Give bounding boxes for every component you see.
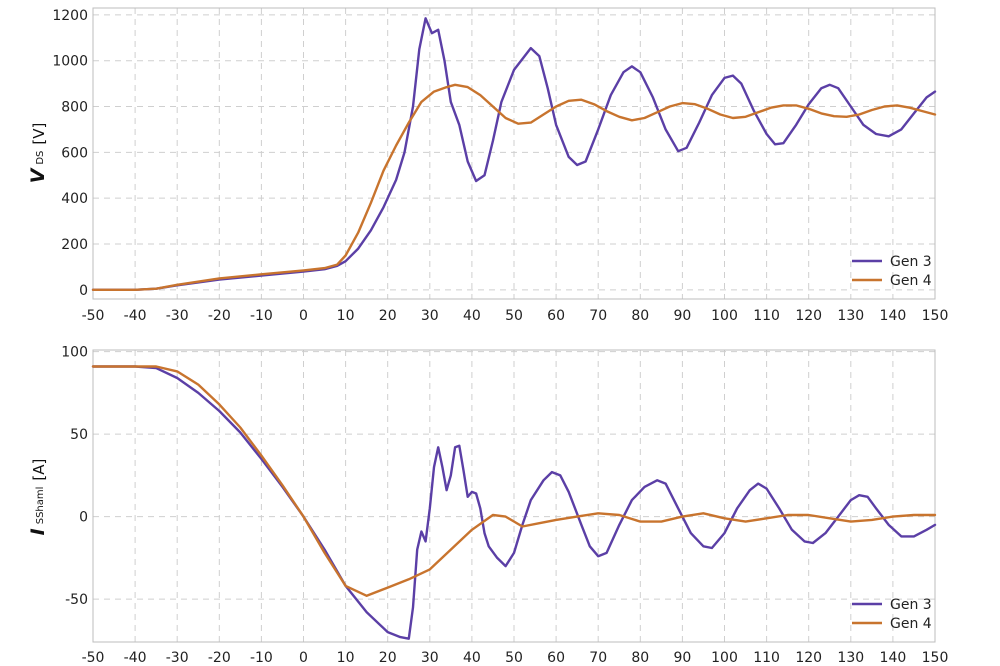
vds-x-tick-label: 20	[379, 308, 397, 324]
vds-ylabel-unit: [V]	[30, 123, 48, 145]
is-x-tick-label: -10	[250, 650, 273, 666]
is-x-tick-label: 130	[837, 650, 864, 666]
is-x-tick-label: 0	[299, 650, 308, 666]
vds-y-tick-label: 200	[61, 237, 88, 253]
vds-x-tick-label: -50	[82, 308, 105, 324]
vds-series	[91, 17, 937, 291]
vds-x-tick-label: -10	[250, 308, 273, 324]
vds-x-tick-label: -40	[124, 308, 147, 324]
is-y-tick-label: -50	[65, 592, 88, 608]
vds-x-tick-label: -30	[166, 308, 189, 324]
is-ylabel-unit: [A]	[30, 459, 48, 481]
vds-x-tick-label: 120	[795, 308, 822, 324]
vds-y-ticks: 0 200 400 600 800 1000 1200	[52, 8, 88, 299]
is-y-tick-label: 0	[79, 510, 88, 526]
is-series	[91, 365, 937, 640]
is-x-tick-label: 90	[673, 650, 691, 666]
vds-x-tick-label: 140	[880, 308, 907, 324]
vds-y-tick-label: 1000	[52, 54, 88, 70]
is-plot-frame	[92, 349, 936, 643]
vds-y-axis-label: V DS [V]	[27, 123, 49, 184]
vds-x-tick-label: 40	[463, 308, 481, 324]
vds-x-tick-label: -20	[208, 308, 231, 324]
is-x-tick-label: 10	[337, 650, 355, 666]
vds-y-tick-label: 1200	[52, 8, 88, 24]
is-x-tick-label: 70	[589, 650, 607, 666]
is-ylabel-sub: SShaml	[35, 487, 46, 525]
vds-x-tick-label: 80	[631, 308, 649, 324]
vds-x-tick-label: 90	[673, 308, 691, 324]
is-x-tick-label: 100	[711, 650, 738, 666]
is-x-tick-label: 60	[547, 650, 565, 666]
is-x-tick-label: 110	[753, 650, 780, 666]
is-series-gen3-line	[91, 365, 937, 640]
is-legend-label-gen4: Gen 4	[890, 616, 932, 632]
is-x-tick-label: 20	[379, 650, 397, 666]
vds-x-tick-label: 130	[837, 308, 864, 324]
vds-ylabel-sub: DS	[35, 151, 46, 165]
is-x-tick-label: 120	[795, 650, 822, 666]
vds-x-tick-label: 30	[421, 308, 439, 324]
vds-x-ticks: -50 -40 -30 -20 -10 0 10 20 30 40 50 60 70 80 90 100 110…	[82, 308, 949, 324]
vds-x-tick-label: 150	[922, 308, 949, 324]
vds-legend-label-gen4: Gen 4	[890, 273, 932, 289]
vds-x-tick-label: 100	[711, 308, 738, 324]
is-panel: -50 -40 -30 -20 -10 0 10 20 30 40 50 60 70 80 90 100 110…	[27, 345, 948, 666]
vds-x-tick-label: 60	[547, 308, 565, 324]
vds-plot-frame	[92, 7, 936, 300]
vds-ylabel-main: V	[27, 167, 49, 183]
is-x-tick-label: -40	[124, 650, 147, 666]
is-x-tick-label: -50	[82, 650, 105, 666]
is-x-tick-label: 50	[505, 650, 523, 666]
is-legend-label-gen3: Gen 3	[890, 597, 932, 613]
is-y-tick-label: 100	[61, 345, 88, 361]
is-x-tick-label: 80	[631, 650, 649, 666]
vds-x-tick-label: 0	[299, 308, 308, 324]
vds-panel: -50 -40 -30 -20 -10 0 10 20 30 40 50 60 70 80 90 100 110…	[27, 7, 949, 324]
is-x-tick-label: 150	[922, 650, 949, 666]
vds-x-tick-label: 70	[589, 308, 607, 324]
is-y-axis-label: I SShaml [A]	[27, 459, 49, 536]
vds-x-tick-label: 10	[337, 308, 355, 324]
vds-x-tick-label: 50	[505, 308, 523, 324]
vds-series-gen4-line	[91, 83, 937, 291]
vds-y-tick-label: 400	[61, 191, 88, 207]
is-series-gen4-line	[91, 365, 937, 597]
vds-series-gen3-line	[91, 17, 937, 291]
is-x-tick-label: 40	[463, 650, 481, 666]
is-y-tick-label: 50	[70, 427, 88, 443]
is-x-ticks: -50 -40 -30 -20 -10 0 10 20 30 40 50 60 70 80 90 100 110…	[82, 650, 949, 666]
is-y-ticks: -50 0 50 100	[61, 345, 88, 608]
is-x-tick-label: -20	[208, 650, 231, 666]
is-x-tick-label: 30	[421, 650, 439, 666]
is-legend: Gen 3 Gen 4	[852, 597, 932, 632]
vds-legend: Gen 3 Gen 4	[852, 254, 932, 289]
vds-grid	[93, 8, 935, 299]
vds-x-tick-label: 110	[753, 308, 780, 324]
vds-y-tick-label: 0	[79, 283, 88, 299]
is-ylabel-main: I	[27, 528, 49, 535]
is-x-tick-label: -30	[166, 650, 189, 666]
vds-legend-label-gen3: Gen 3	[890, 254, 932, 270]
is-grid	[93, 350, 935, 642]
vds-y-tick-label: 600	[61, 145, 88, 161]
vds-y-tick-label: 800	[61, 100, 88, 116]
is-x-tick-label: 140	[880, 650, 907, 666]
